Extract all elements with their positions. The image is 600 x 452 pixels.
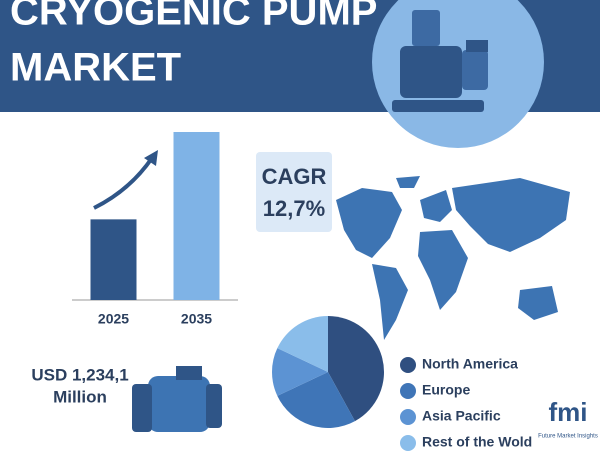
pump-badge	[372, 0, 544, 148]
growth-arrow	[93, 150, 158, 210]
pie-slice	[271, 348, 328, 396]
legend-swatch	[400, 435, 416, 451]
legend-label: Rest of the Wold	[422, 434, 532, 450]
bar	[173, 132, 220, 300]
legend-swatch	[400, 409, 416, 425]
title: CRYOGENIC PUMP	[10, 0, 377, 34]
market-size: USD 1,234,1	[31, 365, 128, 384]
pie-slice	[328, 316, 384, 422]
market-unit: Million	[53, 387, 107, 406]
pump-illustration	[132, 366, 222, 432]
x-tick-label: 2035	[181, 311, 212, 327]
legend-swatch	[400, 357, 416, 373]
logo-mark: fmi	[549, 397, 588, 427]
pie-slice	[277, 316, 328, 372]
cagr-box	[256, 152, 332, 232]
x-tick-label: 2025	[98, 311, 129, 327]
logo-name: Future Market Insights	[538, 434, 598, 440]
legend-label: North America	[422, 356, 518, 372]
cagr-label: CAGR	[262, 164, 327, 189]
cagr-value: 12,7%	[263, 196, 325, 221]
world-map	[336, 176, 570, 340]
title: MARKET	[10, 46, 181, 90]
legend-label: Asia Pacific	[422, 408, 501, 424]
legend-swatch	[400, 383, 416, 399]
bar	[90, 219, 137, 300]
legend-label: Europe	[422, 382, 470, 398]
pie-slice	[277, 372, 355, 429]
